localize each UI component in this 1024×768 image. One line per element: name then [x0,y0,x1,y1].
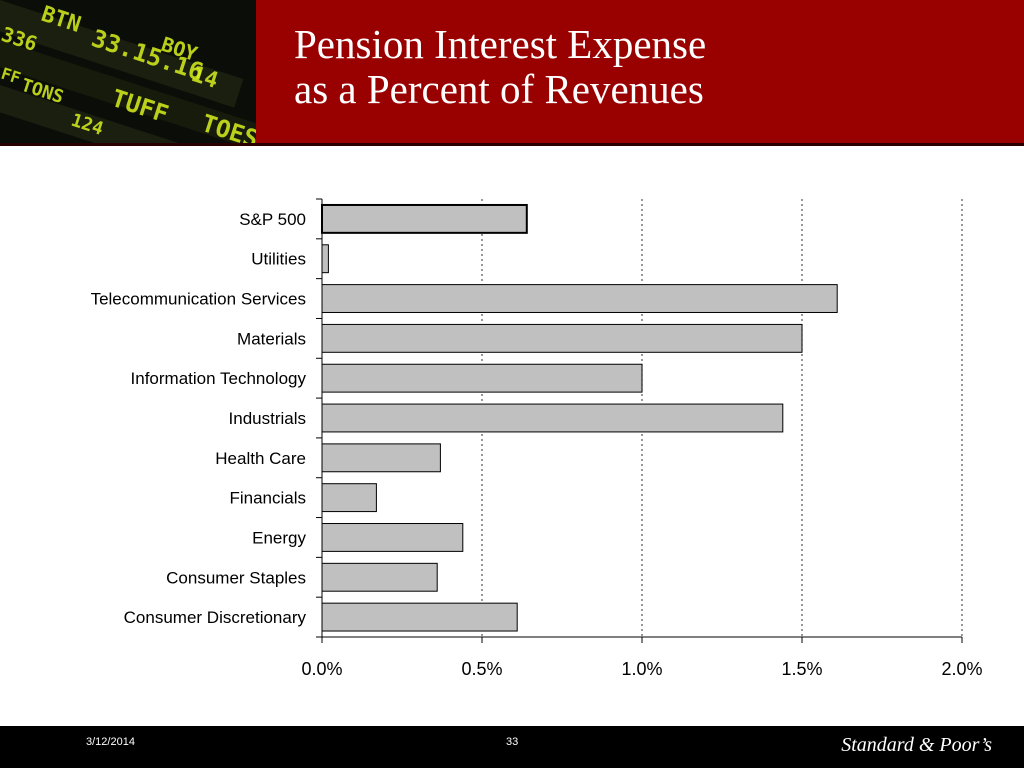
title-banner: BTN 33.15.16 BOY TONS TUFF 14 124 TOES 336 FF Pen… [0,0,1024,143]
chart-labels: S&P 500 Utilities Telecommunication Servic… [91,210,983,679]
bar [321,602,518,632]
bar [321,363,643,393]
x-tick-label: 0.5% [461,659,502,679]
bar [321,203,528,234]
category-label: Consumer Staples [166,568,306,587]
category-label: Consumer Discretionary [124,608,307,627]
bar [321,284,838,313]
stock-ticker-photo: BTN 33.15.16 BOY TONS TUFF 14 124 TOES 336 FF [0,0,256,143]
bar [321,244,329,274]
header-divider [0,143,1024,146]
slide-title-line-2: as a Percent of Revenues [294,66,704,112]
bar [321,443,441,473]
chart-gridlines [481,199,963,637]
x-tick-label: 1.0% [621,659,662,679]
page-number: 33 [506,736,519,748]
category-label: Energy [252,528,306,547]
category-label: Telecommunication Services [91,290,306,309]
category-label: Health Care [215,449,306,468]
category-label: S&P 500 [239,210,306,229]
footer-bar: 3/12/2014 33 Standard & Poor’s [0,726,1024,768]
chart-axes [316,198,963,643]
slide-title-line-1: Pension Interest Expense [294,21,707,67]
x-tick-label: 2.0% [941,659,982,679]
brand-name: Standard & Poor’s [841,734,992,756]
footer-date: 3/12/2014 [86,736,135,748]
category-label: Utilities [251,250,306,269]
category-label: Materials [237,329,306,348]
category-label: Information Technology [131,369,307,388]
x-tick-label: 0.0% [301,659,342,679]
bar [321,323,803,353]
category-label: Industrials [229,409,306,428]
category-label: Financials [229,489,306,508]
bar [321,562,438,592]
x-tick-label: 1.5% [781,659,822,679]
bar-chart: S&P 500 Utilities Telecommunication Servic… [91,198,983,679]
chart-bars [321,203,838,632]
bar [321,403,784,433]
bar [321,483,377,513]
bar [321,523,464,552]
ticker-word: FF [0,64,23,88]
